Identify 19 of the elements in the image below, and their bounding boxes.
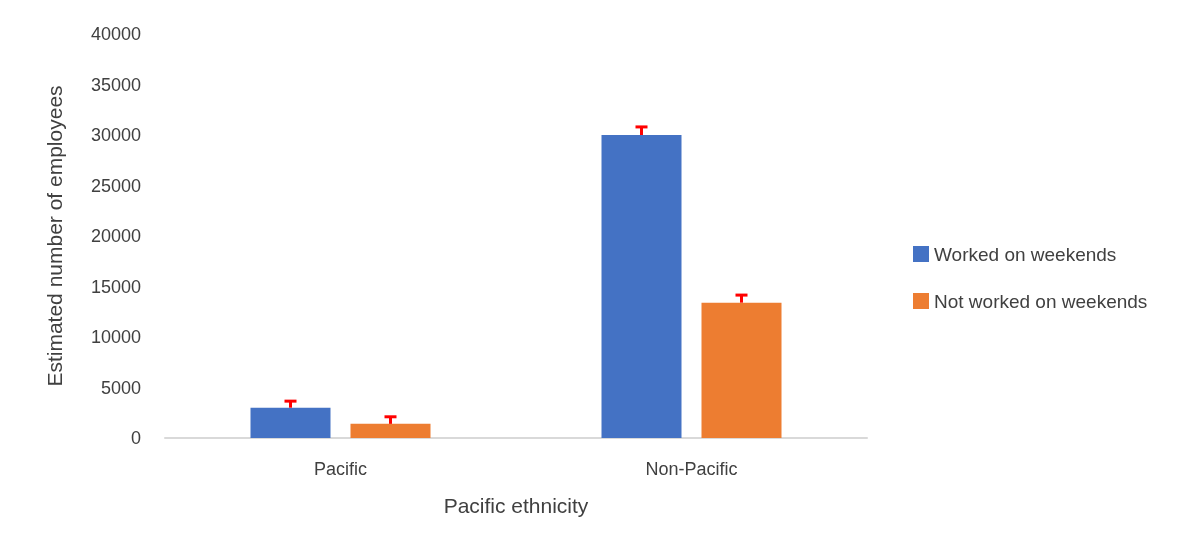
- legend-label: Not worked on weekends: [934, 290, 1148, 312]
- legend-label: Worked on weekends: [934, 243, 1117, 265]
- bar: [701, 302, 782, 438]
- y-tick-label: 30000: [90, 125, 141, 145]
- y-axis-title: Estimated number of employees: [43, 85, 66, 387]
- x-tick-label: Pacific: [313, 459, 368, 479]
- y-tick-label: 20000: [90, 226, 141, 246]
- x-tick-label: Non-Pacific: [645, 459, 738, 479]
- x-axis-title: Pacific ethnicity: [443, 494, 589, 517]
- y-tick-label: 15000: [90, 276, 141, 297]
- bar: [350, 423, 431, 438]
- y-tick-label: 0: [130, 428, 141, 448]
- y-tick-label: 40000: [90, 24, 141, 44]
- y-tick-label: 5000: [100, 377, 141, 398]
- bar: [601, 135, 682, 438]
- y-tick-label: 10000: [90, 327, 141, 347]
- bar: [250, 407, 331, 438]
- y-tick-label: 25000: [90, 175, 141, 196]
- y-tick-label: 35000: [90, 74, 141, 95]
